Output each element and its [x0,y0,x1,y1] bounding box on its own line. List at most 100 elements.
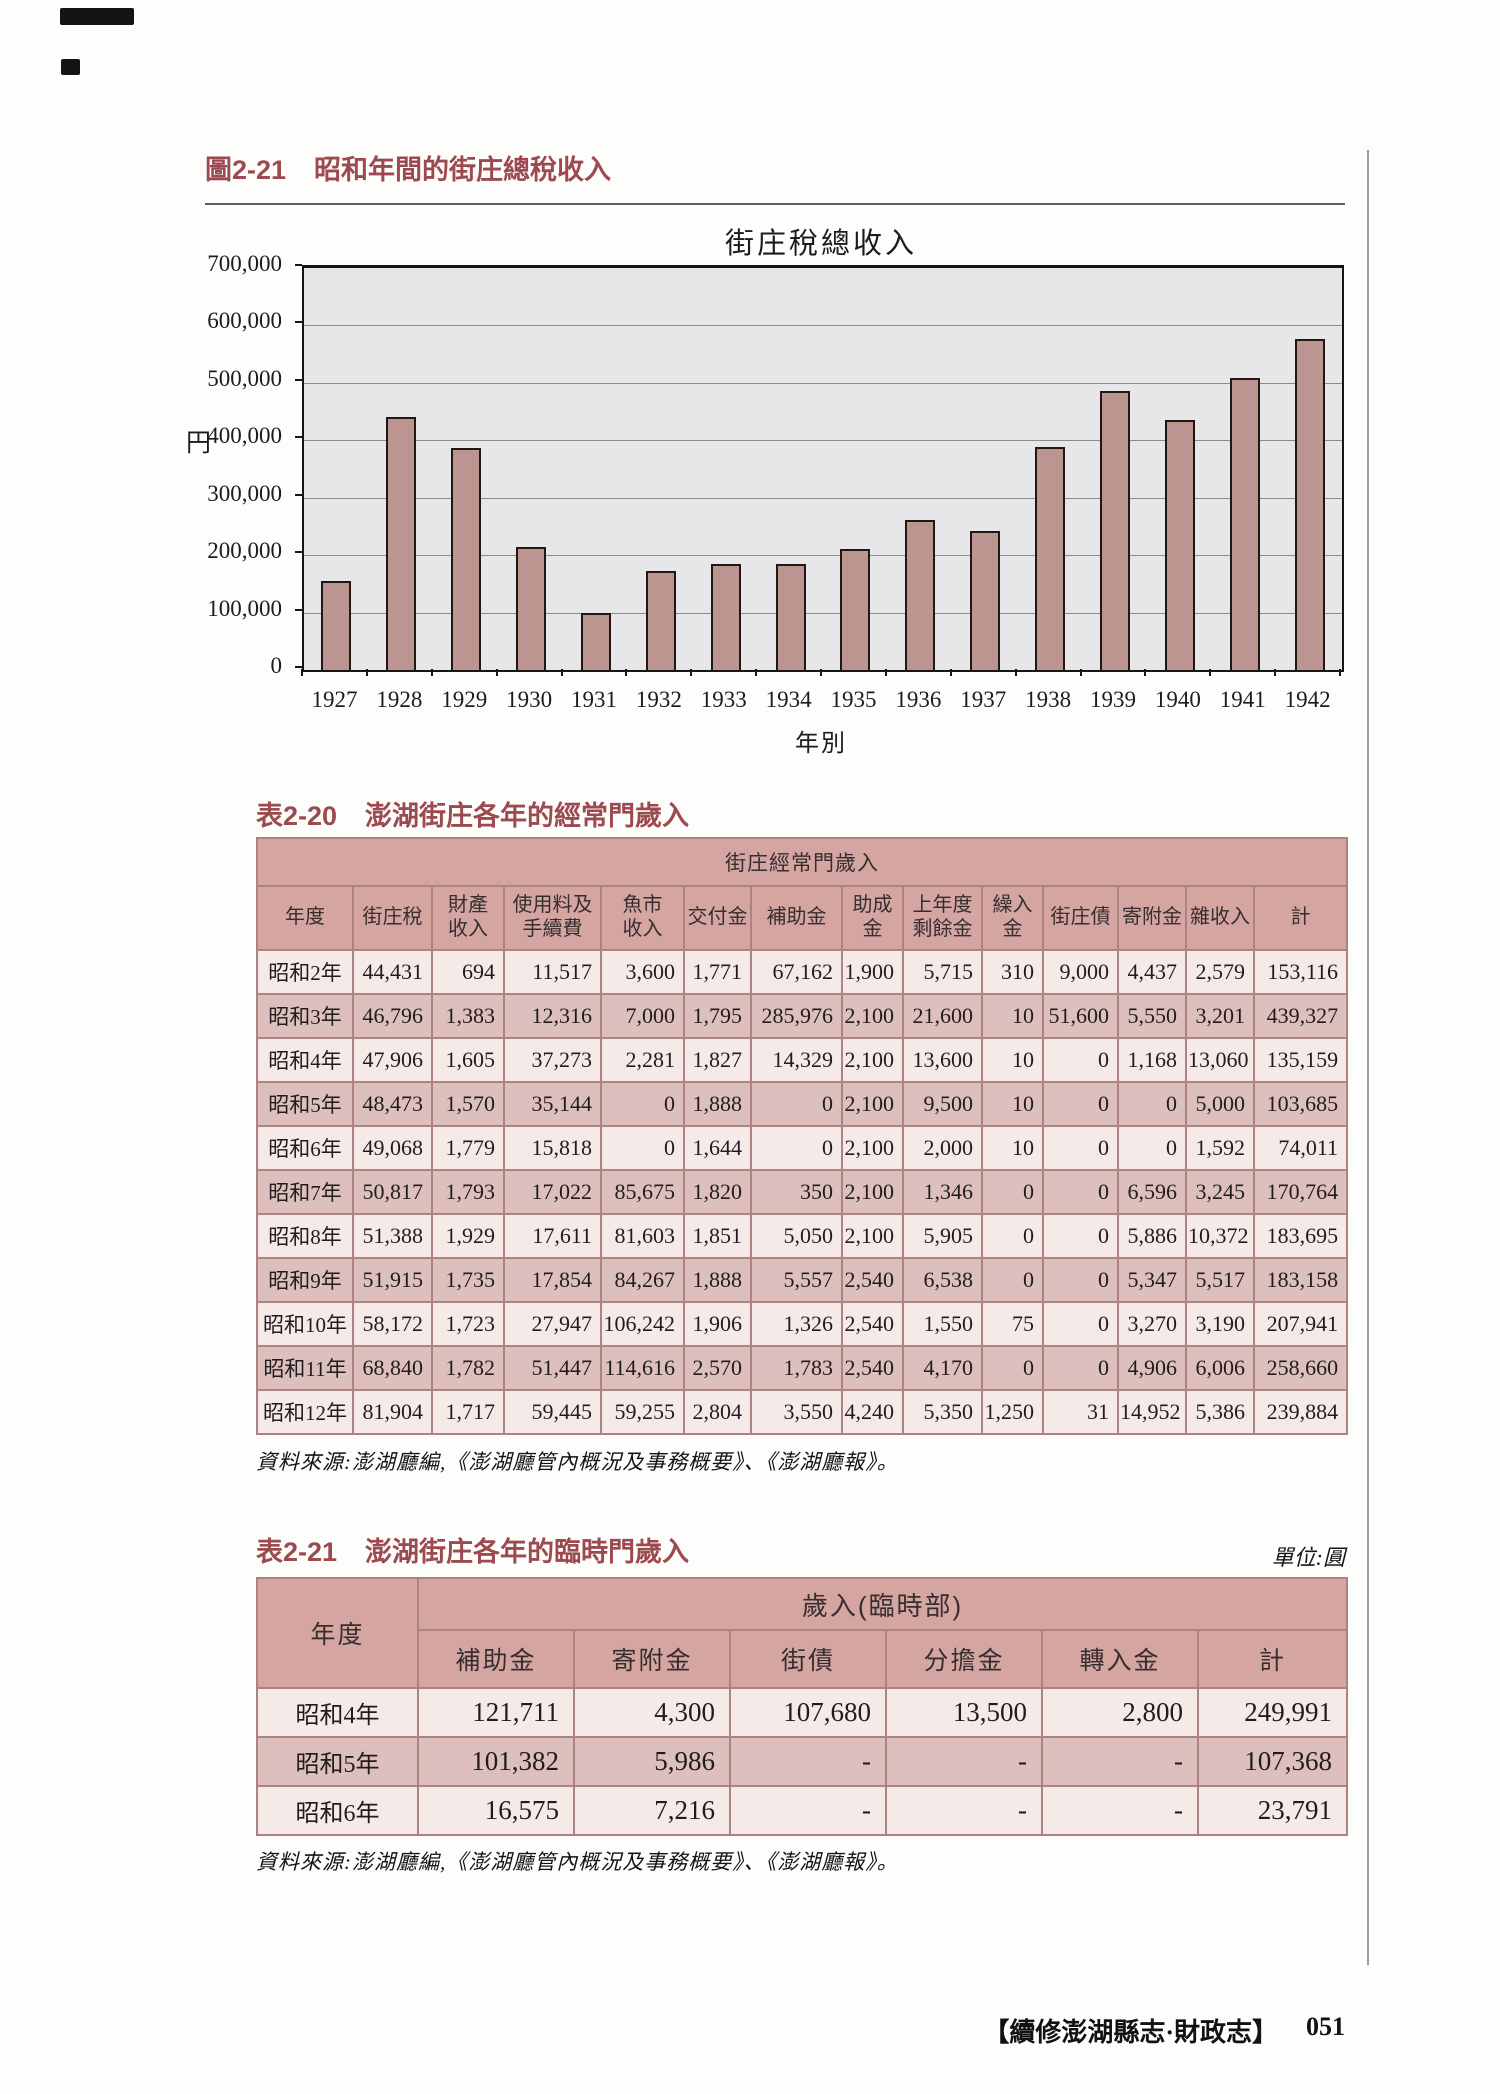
value-cell: 4,300 [573,1687,731,1738]
value-cell: 0 [981,1345,1044,1391]
y-tick-label: 0 [270,653,283,678]
value-cell: 249,991 [1196,1687,1349,1738]
value-cell: 13,600 [902,1037,983,1083]
table1-source-note: 資料來源:澎湖廳編,《澎湖廳管內概況及事務概要》、《澎湖廳報》。 [256,1450,899,1474]
value-cell: 4,240 [841,1389,904,1435]
value-cell: 7,000 [600,993,685,1039]
value-cell: 1,592 [1185,1125,1255,1171]
gridline [304,612,1342,614]
table2-heading: 表2-21 澎湖街庄各年的臨時門歲入 [256,1530,689,1569]
year-cell: 昭和9年 [256,1257,354,1303]
table1-number: 表2-20 [256,801,338,831]
value-cell: 0 [600,1081,685,1127]
chart-plot-area [302,265,1344,672]
bar-1937 [970,531,1001,670]
table1-column-header: 上年度 剩餘金 [902,885,983,951]
table2-number: 表2-21 [256,1537,338,1567]
value-cell: 2,100 [841,1037,904,1083]
y-axis-unit: 円 [186,430,212,457]
bar-1930 [516,547,547,670]
value-cell: 153,116 [1252,949,1349,995]
table1-column-header: 補助金 [750,885,843,951]
value-cell: 1,900 [841,949,904,995]
value-cell: 0 [1042,1169,1119,1215]
value-cell: 5,550 [1117,993,1187,1039]
book-title: 【續修澎湖縣志·財政志】 [983,2018,1278,2047]
value-cell: 1,783 [750,1345,843,1391]
x-tick-label: 1941 [1219,687,1266,712]
bar-1927 [321,581,352,670]
value-cell: 44,431 [352,949,433,995]
table1-column-header: 計 [1252,885,1349,951]
value-cell: 75 [981,1301,1044,1347]
table2-group-header: 歲入(臨時部) [416,1577,1349,1631]
table1-column-header: 財產 收入 [431,885,505,951]
table1-row: 昭和9年 51,915 1,735 17,854 84,267 1,888 5,557 2,5… [256,1257,1349,1303]
value-cell: 1,771 [683,949,752,995]
value-cell: 21,600 [902,993,983,1039]
x-tick [1274,669,1277,676]
table1-column-header: 使用料及 手續費 [503,885,602,951]
value-cell: 2,100 [841,1081,904,1127]
value-cell: 0 [1042,1301,1119,1347]
x-tick [560,669,563,676]
value-cell: 2,570 [683,1345,752,1391]
table1-column-header: 年度 [256,885,354,951]
value-cell: 67,162 [750,949,843,995]
bar-1940 [1164,419,1195,670]
value-cell: 31 [1042,1389,1119,1435]
bar-1932 [645,570,676,670]
value-cell: 81,603 [600,1213,685,1259]
value-cell: 1,929 [431,1213,505,1259]
value-cell: 310 [981,949,1044,995]
value-cell: 51,600 [1042,993,1119,1039]
x-tick-label: 1937 [960,687,1007,712]
value-cell: 37,273 [503,1037,602,1083]
x-tick-label: 1927 [311,687,358,712]
table1-column-header: 交付金 [683,885,752,951]
year-cell: 昭和10年 [256,1301,354,1347]
year-cell: 昭和2年 [256,949,354,995]
value-cell: 2,100 [841,1125,904,1171]
value-cell: 49,068 [352,1125,433,1171]
value-cell: 9,500 [902,1081,983,1127]
value-cell: 68,840 [352,1345,433,1391]
table1-row: 昭和3年 46,796 1,383 12,316 7,000 1,795 285,976 2,… [256,993,1349,1039]
value-cell: 47,906 [352,1037,433,1083]
table1-row: 昭和10年 58,172 1,723 27,947 106,242 1,906 1,326 2… [256,1301,1349,1347]
value-cell: 14,952 [1117,1389,1187,1435]
value-cell: 1,851 [683,1213,752,1259]
value-cell: 0 [1042,1037,1119,1083]
value-cell: 239,884 [1252,1389,1349,1435]
value-cell: 1,827 [683,1037,752,1083]
table1-column-header: 助成金 [841,885,904,951]
value-cell: 0 [600,1125,685,1171]
value-cell: 1,888 [683,1081,752,1127]
bar-1934 [775,564,806,670]
value-cell: 1,793 [431,1169,505,1215]
value-cell: 5,386 [1185,1389,1255,1435]
year-cell: 昭和7年 [256,1169,354,1215]
value-cell: 85,675 [600,1169,685,1215]
x-tick [365,669,368,676]
table1-column-header: 寄附金 [1117,885,1187,951]
gridline [304,382,1342,384]
value-cell: 1,250 [981,1389,1044,1435]
value-cell: - [1041,1736,1199,1787]
y-tick [295,436,302,439]
table1-row: 昭和2年 44,431 694 11,517 3,600 1,771 67,162 1,900… [256,949,1349,995]
x-tick-label: 1934 [765,687,812,712]
table2-row: 昭和5年 101,382 5,986- - -107,368 [256,1736,1349,1787]
x-tick-label: 1939 [1089,687,1136,712]
x-tick-label: 1938 [1025,687,1072,712]
scan-artifact [60,8,134,25]
table1-column-header: 街庄稅 [352,885,433,951]
value-cell: 5,050 [750,1213,843,1259]
value-cell: 5,986 [573,1736,731,1787]
value-cell: 0 [1042,1213,1119,1259]
table2-column-header: 分擔金 [885,1629,1043,1689]
value-cell: 0 [1042,1081,1119,1127]
value-cell: 1,820 [683,1169,752,1215]
x-tick [755,669,758,676]
gridline [304,440,1342,442]
